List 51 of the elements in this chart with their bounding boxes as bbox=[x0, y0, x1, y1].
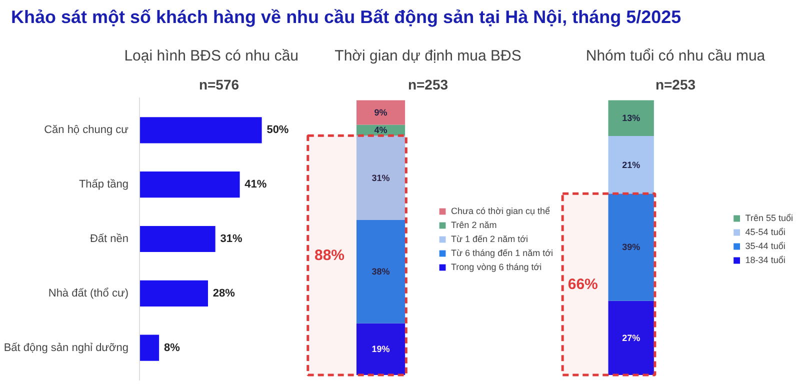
band-label: 88% bbox=[314, 246, 345, 264]
chart-title: Loại hình BĐS có nhu cầu bbox=[124, 48, 299, 64]
legend-label: 18-34 tuổi bbox=[745, 254, 786, 264]
legend-label: 35-44 tuổi bbox=[745, 240, 786, 250]
text: Khảo sát một số khách hàng về nhu cầu Bất động sản tại Hà Nội, tháng 5/2025 bbox=[11, 6, 682, 29]
y-tick-label: Thấp tầng bbox=[78, 178, 129, 191]
bar bbox=[608, 300, 654, 376]
y-tick-label: Bất động sản nghỉ dưỡng bbox=[4, 342, 129, 354]
y-tick-label: Đất nền bbox=[90, 233, 129, 245]
data-label: 50% bbox=[266, 124, 289, 136]
bar bbox=[356, 124, 406, 136]
bar bbox=[608, 194, 654, 301]
legend-label: Từ 6 tháng đến 1 năm tới bbox=[451, 248, 553, 258]
bar bbox=[356, 100, 406, 125]
data-label: 38% bbox=[372, 266, 390, 277]
y-tick-label: Nhà đất (thổ cư) bbox=[48, 287, 129, 300]
data-label: 31% bbox=[220, 233, 242, 245]
bar bbox=[140, 280, 208, 306]
data-label: 28% bbox=[212, 287, 236, 300]
data-label: 21% bbox=[622, 160, 640, 170]
bar bbox=[608, 136, 654, 194]
legend-label: Chưa có thời gian cụ thể bbox=[451, 206, 550, 216]
bar bbox=[140, 334, 160, 361]
chart-title: Thời gian dự định mua BĐS bbox=[334, 48, 522, 64]
bar bbox=[356, 323, 406, 376]
data-label: 19% bbox=[372, 344, 390, 354]
data-label: 31% bbox=[372, 172, 390, 183]
chart-subtitle: n=253 bbox=[655, 76, 696, 92]
data-label: 9% bbox=[374, 107, 388, 118]
data-label: 27% bbox=[622, 332, 640, 343]
data-label: 4% bbox=[374, 125, 388, 136]
chart-subtitle: n=576 bbox=[198, 76, 240, 92]
y-tick-label: Căn hộ chung cư bbox=[44, 124, 130, 136]
legend-label: Từ 1 đến 2 năm tới bbox=[451, 234, 528, 244]
bar bbox=[140, 172, 240, 198]
bar bbox=[356, 220, 406, 324]
legend-label: 45-54 tuổi bbox=[745, 226, 786, 236]
band-label: 66% bbox=[568, 276, 598, 293]
bar bbox=[356, 136, 406, 220]
data-label: 39% bbox=[622, 242, 640, 252]
bar bbox=[140, 117, 262, 144]
bar bbox=[608, 100, 654, 136]
legend-label: Trên 55 tuổi bbox=[745, 212, 793, 222]
chart-title: Nhóm tuổi có nhu cầu mua bbox=[586, 48, 766, 64]
data-label: 41% bbox=[244, 178, 267, 191]
chart-subtitle: n=253 bbox=[408, 76, 448, 92]
bar bbox=[140, 226, 216, 252]
legend-label: Trong vòng 6 tháng tới bbox=[451, 262, 542, 272]
data-label: 8% bbox=[164, 342, 180, 354]
legend-label: Trên 2 năm bbox=[451, 220, 497, 230]
data-label: 13% bbox=[622, 113, 640, 124]
